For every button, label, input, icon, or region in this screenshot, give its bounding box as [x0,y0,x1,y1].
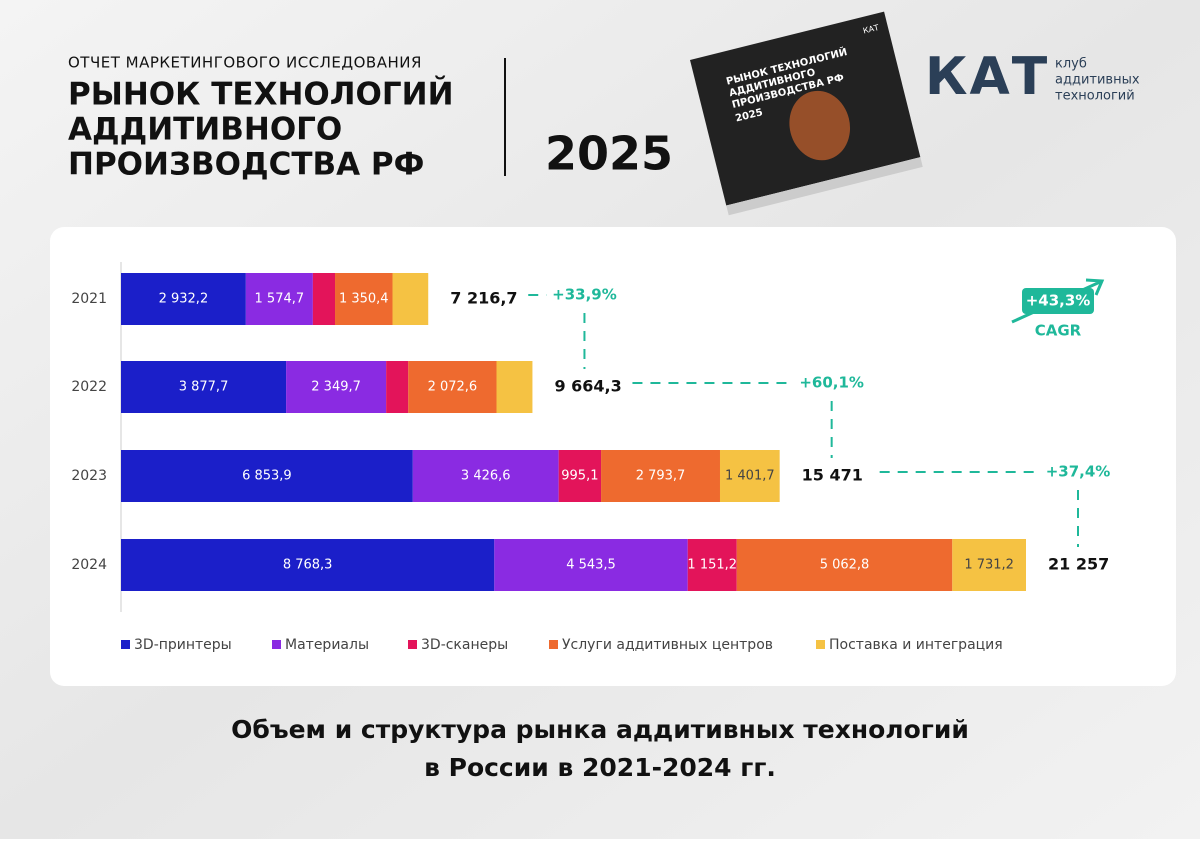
growth-label: +33,9% [552,286,617,304]
growth-label: +60,1% [799,374,864,392]
value-label: 1 151,2 [687,558,737,573]
legend-swatch [272,640,281,649]
value-label: 4 543,5 [566,558,616,573]
bar-segment [121,450,413,502]
value-label: 2 072,6 [428,380,478,395]
total-label: 21 257 [1048,555,1109,574]
caption: Объем и структура рынка аддитивных техно… [231,715,969,744]
legend-label: 3D-принтеры [134,637,232,653]
value-label: 8 768,3 [283,558,333,573]
bar-segment [121,361,287,413]
value-label: 2 932,2 [159,292,209,307]
y-tick-label: 2021 [71,291,107,307]
title-line: АДДИТИВНОГО [68,112,342,148]
kicker: ОТЧЕТ МАРКЕТИНГОВОГО ИССЛЕДОВАНИЯ [68,54,422,72]
y-tick-label: 2022 [71,379,107,395]
bar-segment [392,273,429,325]
title-line: РЫНОК ТЕХНОЛОГИЙ [68,77,454,113]
legend-label: Поставка и интеграция [829,637,1003,653]
value-label: 5 062,8 [820,558,870,573]
cagr-text: CAGR [1035,322,1082,340]
book-image [789,90,851,161]
legend-swatch [816,640,825,649]
cagr-badge [1022,288,1094,314]
bar-segment [312,273,336,325]
value-label: 1 574,7 [255,292,305,307]
bar-segment [335,273,393,325]
legend-swatch [408,640,417,649]
total-label: 9 664,3 [554,377,621,396]
value-label: 995,1 [561,469,598,484]
bar-segment [386,361,409,413]
caption: в России в 2021-2024 гг. [424,753,776,782]
title-line: ПРОИЗВОДСТВА РФ [68,147,424,183]
logo-text: технологий [1055,89,1135,104]
header-year: 2025 [545,127,673,181]
y-tick-label: 2024 [71,557,107,573]
bar-segment [408,361,497,413]
legend-label: 3D-сканеры [421,637,508,653]
book-logo: КАТ [862,23,880,36]
value-label: 1 731,2 [964,558,1014,573]
legend-label: Материалы [285,637,369,653]
value-label: 3 877,7 [179,380,229,395]
cagr-value: +43,3% [1026,292,1091,310]
logo-text: аддитивных [1055,73,1140,88]
bar-segment [687,539,737,591]
value-label: 2 349,7 [311,380,361,395]
value-label: 3 426,6 [461,469,511,484]
bar-segment [496,361,533,413]
value-label: 1 350,4 [339,292,389,307]
bar-segment [719,450,780,502]
value-label: 2 793,7 [636,469,686,484]
value-label: 6 853,9 [242,469,292,484]
bar-segment [121,539,495,591]
growth-label: +37,4% [1046,463,1111,481]
y-tick-label: 2023 [71,468,107,484]
bar-segment [601,450,720,502]
total-label: 15 471 [802,466,863,485]
bar-segment [494,539,688,591]
legend-swatch [549,640,558,649]
total-label: 7 216,7 [450,289,517,308]
value-label: 1 401,7 [725,469,775,484]
bar-segment [736,539,953,591]
book: КАТ РЫНОК ТЕХНОЛОГИЙ АДДИТИВНОГО ПРОИЗВО… [690,11,923,216]
legend-swatch [121,640,130,649]
logo-mark: КАТ [925,47,1049,107]
legend-label: Услуги аддитивных центров [562,637,773,653]
bar-segment [121,273,246,325]
bar-segment [952,539,1026,591]
bar-segment [286,361,387,413]
bar-segment [558,450,602,502]
bar-segment [245,273,313,325]
bar-segment [412,450,559,502]
logo-text: клуб [1055,57,1087,72]
book-pages [726,157,923,216]
